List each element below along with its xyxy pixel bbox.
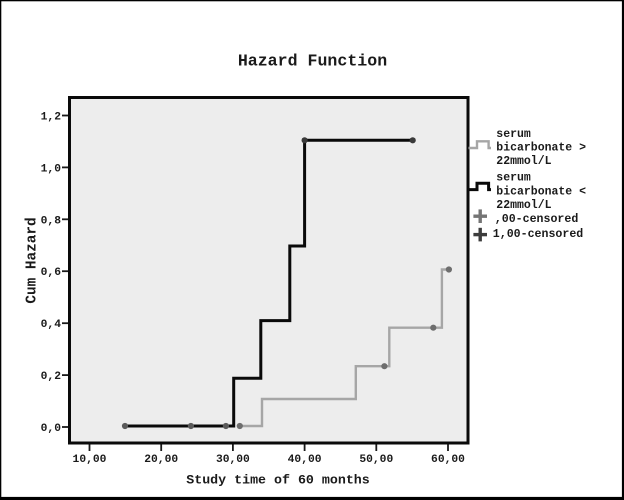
svg-text:Hazard Function: Hazard Function: [238, 52, 387, 71]
svg-text:60,00: 60,00: [431, 454, 465, 466]
svg-text:10,00: 10,00: [73, 454, 107, 466]
svg-text:22mmol/L: 22mmol/L: [496, 199, 551, 212]
svg-text:,00-censored: ,00-censored: [495, 213, 579, 226]
svg-text:0,4: 0,4: [41, 319, 62, 331]
svg-text:22mmol/L: 22mmol/L: [496, 155, 551, 168]
svg-text:Study time of 60 months: Study time of 60 months: [186, 473, 370, 488]
svg-text:1,2: 1,2: [41, 112, 62, 124]
svg-text:0,2: 0,2: [41, 371, 62, 383]
svg-text:bicarbonate >: bicarbonate >: [496, 141, 586, 154]
svg-text:serum: serum: [496, 172, 531, 185]
svg-text:40,00: 40,00: [288, 454, 322, 466]
svg-text:30,00: 30,00: [216, 454, 250, 466]
svg-text:bicarbonate <: bicarbonate <: [496, 186, 586, 199]
svg-text:Cum Hazard: Cum Hazard: [25, 217, 41, 303]
svg-text:0,8: 0,8: [41, 215, 62, 227]
svg-text:0,0: 0,0: [41, 423, 62, 435]
svg-text:0,6: 0,6: [41, 267, 62, 279]
svg-text:serum: serum: [496, 128, 531, 141]
svg-text:1,0: 1,0: [41, 163, 62, 175]
svg-text:50,00: 50,00: [359, 454, 393, 466]
svg-text:20,00: 20,00: [144, 454, 178, 466]
svg-text:1,00-censored: 1,00-censored: [493, 228, 583, 241]
